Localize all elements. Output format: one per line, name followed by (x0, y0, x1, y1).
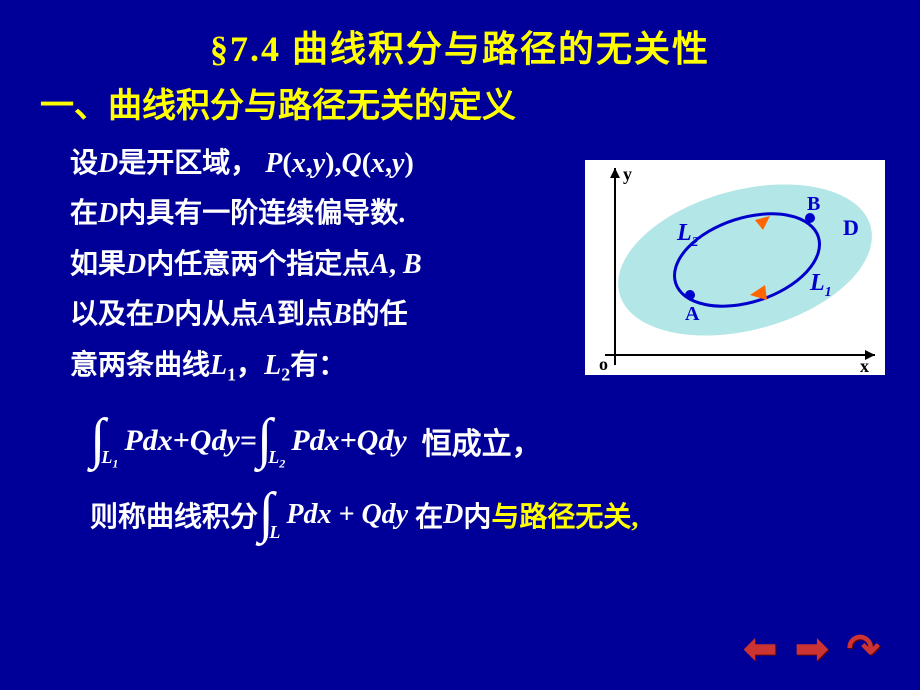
var-y: y (392, 148, 404, 179)
plus: + (173, 424, 190, 458)
subsection-title: 一、曲线积分与路径无关的定义 (40, 78, 890, 127)
nav-back-button[interactable]: ⬅ (743, 625, 777, 672)
line-2: 在D内具有一阶连续偏导数. (70, 189, 570, 239)
var-D: D (126, 249, 146, 280)
int-sub-L: L (269, 522, 280, 543)
var-Q: Q (361, 499, 381, 530)
comma: , (385, 148, 392, 179)
var-x: x (292, 148, 306, 179)
var-D: D (98, 148, 118, 179)
var-L: L (264, 350, 281, 381)
nav-forward-button[interactable]: ➡ (795, 625, 829, 672)
in-text: 在 (415, 495, 443, 535)
plus: + (331, 499, 361, 530)
nav-return-button[interactable]: ↷ (846, 625, 880, 672)
txt: 在 (70, 198, 98, 229)
label-x: x (860, 356, 869, 375)
dy: dy (382, 499, 408, 530)
var-B: B (403, 249, 422, 280)
txt: 以及在 (70, 299, 154, 330)
y-axis-arrow-icon (610, 168, 620, 178)
nav-controls: ⬅ ➡ ↷ (743, 625, 880, 672)
label-A: A (685, 303, 700, 325)
var-D: D (98, 198, 118, 229)
path-independent-text: 与路径无关, (491, 495, 638, 535)
dx: dx (303, 499, 331, 530)
var-Q: Q (190, 424, 212, 458)
line-5: 意两条曲线L1，L2有： (70, 341, 570, 391)
region-D (601, 160, 885, 361)
line-1: 设D是开区域， P(x,y),Q(x,y) (70, 139, 570, 189)
formula-equality: ∫L1 Pdx + Qdy = ∫L2 Pdx + Qdy 恒成立， (90, 409, 890, 473)
var-P: P (286, 499, 303, 530)
point-A (685, 290, 695, 300)
var-A: A (370, 249, 389, 280)
txt: 设 (70, 148, 98, 179)
paren: ) (404, 148, 413, 179)
txt: 有： (290, 350, 346, 381)
holds-text: 恒成立， (422, 419, 542, 463)
txt: 意两条曲线 (70, 350, 210, 381)
line-3: 如果D内任意两个指定点A, B (70, 240, 570, 290)
inner-text: 内 (463, 495, 491, 535)
txt: 内任意两个指定点 (146, 249, 370, 280)
var-y: y (313, 148, 325, 179)
label-y: y (623, 164, 632, 184)
var-P: P (124, 424, 142, 458)
var-A: A (258, 299, 277, 330)
label-o: o (599, 354, 608, 374)
var-P: P (265, 148, 282, 179)
var-x: x (371, 148, 385, 179)
var-D: D (154, 299, 174, 330)
section-title: §7.4 曲线积分与路径的无关性 (30, 20, 890, 72)
txt: 是开区域， (118, 148, 258, 179)
dy: dy (378, 424, 406, 458)
txt: 的任 (352, 299, 408, 330)
label-B: B (807, 193, 820, 215)
txt: 内具有一阶连续偏导数. (118, 198, 405, 229)
then-text: 则称曲线积分 (90, 495, 258, 535)
var-D: D (443, 499, 463, 531)
var-P: P (291, 424, 309, 458)
paren: ( (362, 148, 371, 179)
txt: 到点 (277, 299, 333, 330)
var-L: L (210, 350, 227, 381)
sub-2: 2 (281, 364, 290, 384)
dx: dx (310, 424, 340, 458)
region-diagram: A B D L1 L2 x y o (585, 160, 885, 375)
var-Q: Q (357, 424, 379, 458)
var-Q: Q (341, 148, 361, 179)
var-B: B (333, 299, 352, 330)
int-sub-L2: L2 (268, 447, 285, 472)
comma: , (306, 148, 313, 179)
label-D: D (843, 215, 859, 240)
paren: ( (282, 148, 291, 179)
int-sub-L1: L1 (101, 447, 118, 472)
dy: dy (211, 424, 239, 458)
dx: dx (143, 424, 173, 458)
sep: ， (236, 350, 264, 381)
txt: 内从点 (174, 299, 258, 330)
line-4: 以及在D内从点A到点B的任 (70, 290, 570, 340)
equals: = (240, 424, 257, 458)
conclusion-line: 则称曲线积分 ∫L Pdx + Qdy 在D内与路径无关, (90, 483, 890, 547)
plus: + (340, 424, 357, 458)
comma: , (389, 249, 396, 280)
sub-1: 1 (227, 364, 236, 384)
txt: 如果 (70, 249, 126, 280)
